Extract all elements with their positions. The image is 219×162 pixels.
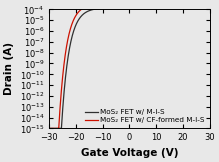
MoS₂ FET w/ CF-formed M-I-S [204,2,206,4]
Line: MoS₂ FET w/ M-I-S: MoS₂ FET w/ M-I-S [49,7,210,128]
MoS₂ FET w/ M-I-S [56,127,59,129]
MoS₂ FET w/ M-I-S [174,6,177,8]
MoS₂ FET w/ CF-formed M-I-S [56,127,59,129]
Y-axis label: Drain (A): Drain (A) [4,42,14,95]
MoS₂ FET w/ CF-formed M-I-S [203,2,206,4]
MoS₂ FET w/ M-I-S [122,7,124,9]
X-axis label: Gate Voltage (V): Gate Voltage (V) [81,148,178,158]
Line: MoS₂ FET w/ CF-formed M-I-S: MoS₂ FET w/ CF-formed M-I-S [49,3,210,128]
MoS₂ FET w/ CF-formed M-I-S [48,127,51,129]
MoS₂ FET w/ M-I-S [208,6,211,8]
MoS₂ FET w/ CF-formed M-I-S [174,3,177,5]
MoS₂ FET w/ CF-formed M-I-S [122,3,124,5]
MoS₂ FET w/ M-I-S [126,7,129,9]
Legend: MoS₂ FET w/ M-I-S, MoS₂ FET w/ CF-formed M-I-S: MoS₂ FET w/ M-I-S, MoS₂ FET w/ CF-formed… [83,108,206,125]
MoS₂ FET w/ M-I-S [203,6,206,8]
MoS₂ FET w/ CF-formed M-I-S [126,3,129,5]
MoS₂ FET w/ M-I-S [204,6,206,8]
MoS₂ FET w/ M-I-S [48,127,51,129]
MoS₂ FET w/ CF-formed M-I-S [208,2,211,4]
